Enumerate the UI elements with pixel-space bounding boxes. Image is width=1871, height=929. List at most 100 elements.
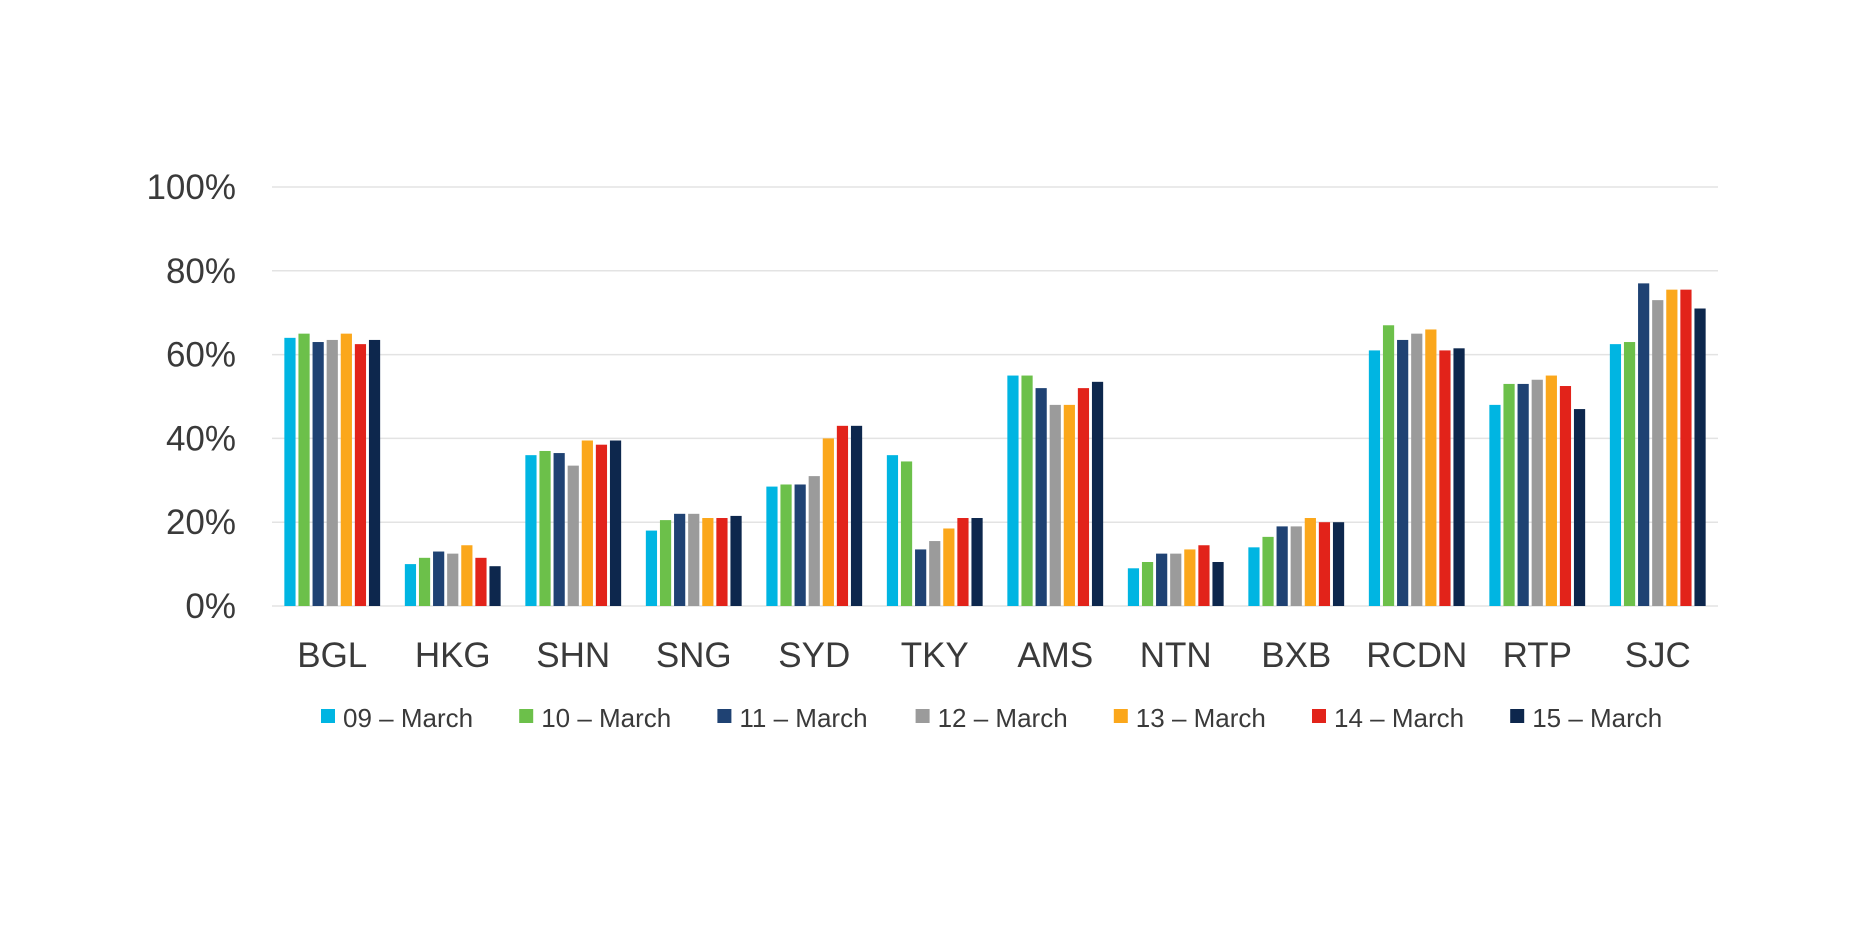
bar-shn-series-6	[595, 444, 608, 606]
x-tick-label: BXB	[1261, 636, 1331, 675]
bar-sng-series-7	[730, 515, 742, 606]
bar-sjc-series-2	[1623, 342, 1636, 606]
legend-item: 13 – March	[1113, 703, 1266, 733]
bar-ntn-series-2	[1141, 562, 1154, 606]
bar-ntn-series-3	[1156, 553, 1168, 607]
x-axis-ticks: BGL HKG SHN SNG SYD TKY AMS NTN BXB RCDN RTP SJC	[297, 636, 1691, 675]
bar-tky-series-3	[915, 549, 927, 606]
bar-bgl-series-6	[354, 344, 367, 607]
bar-sjc-series-7	[1694, 308, 1706, 606]
bar-bgl-series-4	[326, 339, 338, 606]
legend-swatch	[915, 709, 930, 723]
bar-hkg-series-3	[433, 551, 445, 606]
legend-label: 10 – March	[541, 703, 671, 733]
bar-tky-series-7	[971, 518, 983, 606]
bar-rcdn-series-5	[1425, 329, 1437, 606]
bar-ntn-series-4	[1170, 553, 1182, 607]
bar-sng-series-4	[688, 513, 700, 606]
y-axis-ticks: 0% 20% 40% 60% 80% 100%	[146, 168, 236, 626]
bars	[284, 283, 1706, 607]
x-tick-label: HKG	[415, 636, 491, 675]
bar-rcdn-series-2	[1382, 325, 1395, 606]
bar-tky-series-2	[900, 461, 913, 606]
bar-hkg-series-4	[447, 553, 459, 607]
bar-sjc-series-3	[1638, 283, 1650, 606]
bar-hkg-series-7	[489, 566, 501, 606]
bar-hkg-series-1	[404, 564, 417, 606]
bar-rcdn-series-1	[1368, 350, 1381, 606]
bar-hkg-series-2	[418, 557, 431, 606]
bar-bxb-series-4	[1290, 526, 1302, 606]
legend-swatch	[519, 709, 534, 723]
bar-bxb-series-7	[1332, 522, 1345, 606]
bar-ams-series-4	[1049, 404, 1061, 606]
bar-sjc-series-6	[1680, 289, 1692, 606]
bar-rcdn-series-4	[1411, 333, 1423, 606]
bar-sng-series-3	[674, 513, 686, 606]
bar-shn-series-4	[567, 465, 579, 606]
bar-sjc-series-4	[1652, 300, 1664, 606]
legend-item: 10 – March	[519, 703, 671, 733]
y-tick-label: 100%	[146, 168, 236, 207]
bar-syd-series-4	[808, 476, 820, 606]
legend-swatch	[321, 709, 335, 723]
x-tick-label: SJC	[1625, 636, 1691, 675]
bar-ntn-series-5	[1184, 549, 1196, 606]
bar-sjc-series-5	[1666, 289, 1678, 606]
bar-sng-series-6	[716, 518, 728, 606]
bar-rcdn-series-7	[1453, 348, 1465, 606]
legend-label: 12 – March	[938, 703, 1068, 733]
x-tick-label: RCDN	[1366, 636, 1467, 675]
bar-ntn-series-6	[1198, 545, 1210, 606]
legend-label: 13 – March	[1136, 703, 1266, 733]
bar-syd-series-2	[780, 484, 792, 606]
legend-swatch	[1113, 709, 1128, 723]
bar-tky-series-5	[943, 528, 955, 606]
legend-label: 14 – March	[1334, 703, 1464, 733]
bar-ams-series-6	[1077, 388, 1090, 606]
legend: 09 – March 10 – March 11 – March 12 – March…	[321, 703, 1662, 733]
x-tick-label: SHN	[536, 636, 610, 675]
bar-rtp-series-1	[1489, 404, 1501, 606]
bar-rtp-series-5	[1545, 375, 1557, 606]
bar-ams-series-5	[1063, 404, 1075, 606]
legend-item: 14 – March	[1312, 703, 1464, 733]
bar-ams-series-2	[1021, 375, 1033, 606]
bar-bxb-series-1	[1248, 547, 1260, 606]
y-tick-label: 40%	[166, 419, 236, 458]
x-tick-label: NTN	[1140, 636, 1212, 675]
bar-syd-series-6	[836, 425, 849, 606]
bar-sjc-series-1	[1609, 344, 1622, 607]
bar-rcdn-series-3	[1397, 339, 1409, 606]
bar-rtp-series-4	[1531, 379, 1543, 606]
bar-sng-series-5	[702, 518, 714, 606]
bar-rtp-series-7	[1573, 409, 1586, 606]
bar-rcdn-series-6	[1439, 350, 1451, 606]
bar-syd-series-5	[822, 438, 834, 606]
bar-shn-series-5	[581, 440, 593, 606]
legend-swatch	[1312, 709, 1326, 723]
bar-syd-series-3	[794, 484, 806, 606]
bar-bgl-series-2	[298, 333, 310, 606]
bar-hkg-series-5	[461, 545, 473, 606]
bar-shn-series-7	[609, 440, 622, 606]
bar-bgl-series-3	[312, 342, 324, 606]
legend-swatch	[1510, 709, 1525, 723]
bar-ams-series-3	[1035, 388, 1047, 606]
x-tick-label: TKY	[901, 636, 969, 675]
bar-bgl-series-7	[368, 339, 381, 606]
gridlines	[272, 186, 1718, 607]
legend-item: 09 – March	[321, 703, 473, 733]
bar-rtp-series-3	[1517, 383, 1529, 606]
bar-tky-series-4	[929, 541, 941, 606]
y-tick-label: 60%	[166, 336, 236, 375]
bar-syd-series-7	[850, 425, 863, 606]
bar-shn-series-2	[539, 450, 551, 606]
x-tick-label: AMS	[1017, 636, 1093, 675]
y-tick-label: 0%	[185, 587, 236, 626]
legend-label: 11 – March	[739, 703, 867, 733]
bar-ams-series-1	[1007, 375, 1019, 606]
bar-bxb-series-3	[1276, 526, 1288, 606]
